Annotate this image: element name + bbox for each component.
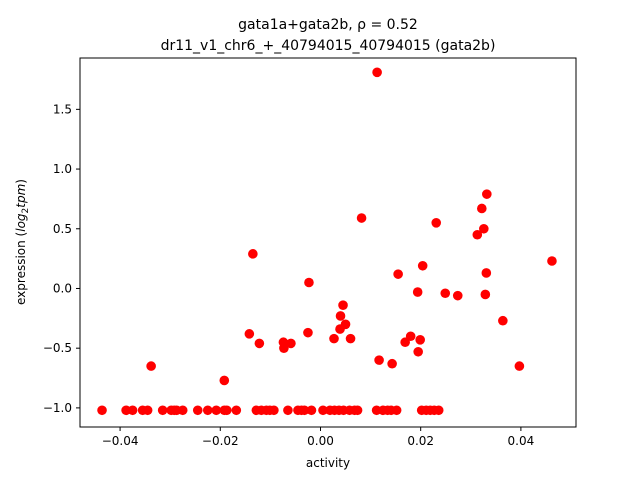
data-point	[177, 405, 188, 416]
data-point	[345, 333, 356, 344]
y-tick-label: 0.0	[53, 281, 72, 295]
data-point	[387, 358, 397, 369]
data-point	[318, 405, 328, 416]
data-point	[393, 269, 403, 279]
plot-area	[80, 58, 576, 427]
data-point	[306, 405, 317, 416]
data-point	[477, 203, 487, 214]
data-point	[303, 327, 313, 338]
data-point	[254, 338, 265, 349]
x-axis-ticks: −0.04 −0.02 0.00 0.02 0.04	[102, 427, 535, 448]
x-tick-label: 0.02	[407, 434, 434, 448]
data-point	[479, 223, 489, 234]
data-point	[405, 331, 416, 342]
data-point	[146, 361, 156, 371]
data-point	[211, 405, 222, 416]
data-point	[142, 405, 153, 416]
data-point	[248, 249, 258, 259]
data-point	[547, 256, 557, 266]
data-point	[231, 405, 242, 416]
y-tick-label: −0.5	[43, 341, 72, 355]
y-axis-label-sub: 2	[21, 208, 31, 214]
data-point	[157, 405, 168, 416]
y-axis-label-prefix: expression (	[14, 232, 28, 305]
data-point	[192, 405, 203, 416]
data-point	[352, 405, 363, 416]
data-point	[452, 290, 463, 301]
data-point	[356, 213, 367, 223]
y-tick-label: −1.0	[43, 401, 72, 415]
data-point	[299, 405, 310, 416]
y-axis-label-suffix: )	[14, 179, 28, 184]
data-point	[412, 287, 423, 297]
x-tick-label: 0.04	[508, 434, 535, 448]
data-point	[202, 405, 213, 416]
data-point	[431, 218, 442, 228]
y-tick-label: 1.0	[53, 162, 72, 176]
data-point	[283, 405, 293, 416]
data-point	[127, 405, 138, 416]
data-point	[433, 405, 444, 416]
data-point	[329, 333, 339, 344]
y-axis-label-tpm: tpm	[14, 184, 28, 208]
data-point	[472, 229, 483, 240]
x-tick-label: −0.04	[102, 434, 139, 448]
data-point	[374, 355, 384, 365]
y-axis-label: expression (log2tpm)	[14, 179, 31, 305]
x-tick-label: −0.02	[202, 434, 239, 448]
y-axis-label-log: log	[14, 213, 28, 232]
data-points	[97, 67, 557, 416]
data-point	[279, 343, 289, 353]
y-tick-label: 0.5	[53, 222, 72, 236]
data-point	[481, 268, 492, 278]
x-tick-label: 0.00	[307, 434, 334, 448]
data-point	[514, 361, 525, 371]
data-point	[269, 405, 279, 416]
data-point	[480, 289, 491, 300]
data-point	[286, 338, 296, 349]
chart-title-line2: dr11_v1_chr6_+_40794015_40794015 (gata2b…	[161, 38, 496, 54]
data-point	[415, 335, 425, 345]
data-point	[97, 405, 107, 416]
data-point	[391, 405, 402, 416]
data-point	[340, 319, 351, 330]
plot-frame	[79, 57, 577, 428]
data-point	[498, 315, 508, 326]
x-axis-label: activity	[306, 456, 350, 470]
data-point	[244, 329, 255, 339]
y-axis-ticks: −1.0 −0.5 0.0 0.5 1.0 1.5	[43, 102, 80, 415]
y-tick-label: 1.5	[53, 102, 72, 116]
data-point	[440, 288, 451, 299]
data-point	[413, 346, 423, 357]
data-point	[482, 189, 492, 199]
data-point	[304, 277, 314, 288]
data-point	[338, 300, 348, 310]
data-point	[417, 260, 428, 271]
data-point	[219, 375, 230, 386]
data-point	[222, 405, 232, 416]
data-point	[372, 67, 382, 78]
data-point	[335, 311, 346, 321]
chart-title-line1: gata1a+gata2b, ρ = 0.52	[238, 17, 418, 33]
